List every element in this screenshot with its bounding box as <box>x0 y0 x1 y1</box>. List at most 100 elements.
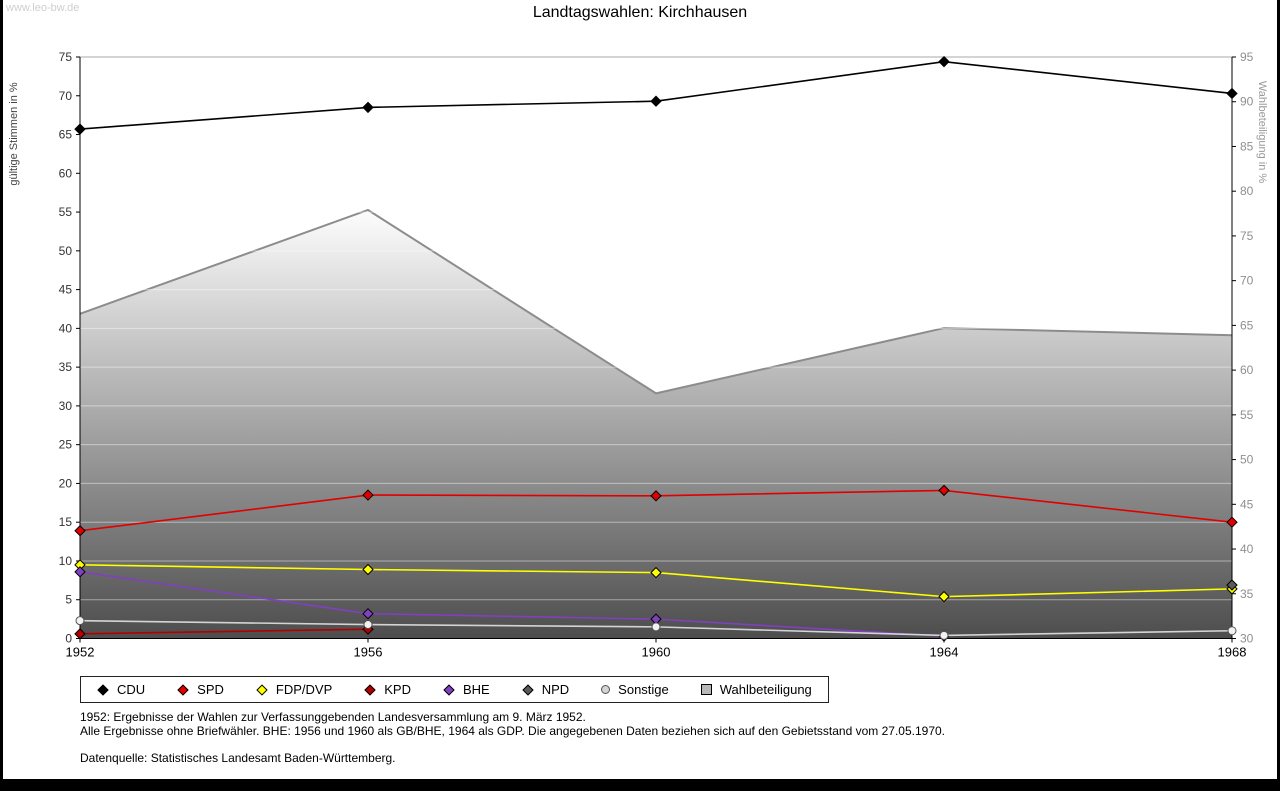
chart-area: 0 5 10 15 20 25 30 35 40 45 50 55 60 65 70 75 30 35 40 45 50… <box>59 50 1254 660</box>
watermark: www.leo-bw.de <box>6 2 80 14</box>
marker-spd <box>362 489 374 501</box>
chart-title: Landtagswahlen: Kirchhausen <box>532 4 748 21</box>
marker-cdu <box>938 55 950 68</box>
svg-text:1956: 1956 <box>354 645 383 660</box>
svg-text:65: 65 <box>1240 318 1254 332</box>
right-tick-labels: 30 35 40 45 50 55 60 65 70 75 80 85 90 95 <box>1240 50 1254 646</box>
svg-text:70: 70 <box>59 89 73 103</box>
bottom-frame <box>0 779 1280 791</box>
svg-text:80: 80 <box>1240 184 1254 198</box>
marker-sonstige <box>75 616 85 626</box>
note-line-1: 1952: Ergebnisse der Wahlen zur Verfassu… <box>80 710 586 724</box>
legend-label: Wahlbeteiligung <box>719 682 812 697</box>
marker-bhe <box>74 566 86 578</box>
marker-spd <box>1226 516 1238 528</box>
legend-item-cdu: CDU <box>97 682 145 697</box>
svg-text:1964: 1964 <box>930 645 959 660</box>
legend-label: FDP/DVP <box>275 682 333 697</box>
svg-text:75: 75 <box>1240 229 1254 243</box>
diamond-marker-icon <box>364 683 376 696</box>
svg-text:60: 60 <box>59 166 73 180</box>
right-frame <box>1277 0 1280 791</box>
svg-text:25: 25 <box>59 438 73 452</box>
svg-text:75: 75 <box>59 50 73 64</box>
series-cdu <box>74 55 1238 135</box>
svg-text:50: 50 <box>1240 453 1254 467</box>
marker-cdu <box>362 101 374 114</box>
marker-fdp-dvp <box>938 590 950 603</box>
axes <box>76 56 1236 643</box>
series-npd <box>1226 579 1238 591</box>
svg-text:1968: 1968 <box>1218 645 1247 660</box>
svg-text:1952: 1952 <box>66 645 95 660</box>
marker-sonstige <box>651 622 661 632</box>
svg-text:90: 90 <box>1240 95 1254 109</box>
left-tick-labels: 0 5 10 15 20 25 30 35 40 45 50 55 60 65 70 75 <box>59 50 73 646</box>
wahlbeteiligung-line <box>79 208 1233 395</box>
svg-text:55: 55 <box>1240 408 1254 422</box>
svg-text:30: 30 <box>59 399 73 413</box>
series-kpd <box>74 623 374 640</box>
marker-cdu <box>650 95 662 107</box>
marker-bhe <box>362 607 374 620</box>
gridlines <box>80 95 1232 601</box>
square-marker-icon <box>700 684 712 695</box>
marker-cdu <box>1226 87 1238 100</box>
circle-marker-icon <box>601 685 611 694</box>
svg-text:30: 30 <box>1240 632 1254 646</box>
svg-text:15: 15 <box>59 515 73 529</box>
legend-label: SPD <box>197 682 224 697</box>
svg-text:40: 40 <box>59 321 73 335</box>
marker-fdp-dvp <box>362 563 374 576</box>
diamond-marker-icon <box>522 683 534 696</box>
diamond-marker-icon <box>443 683 455 696</box>
marker-spd <box>74 525 86 537</box>
legend-item-spd: SPD <box>177 682 224 697</box>
data-source: Datenquelle: Statistisches Landesamt Bad… <box>80 751 396 765</box>
svg-text:1960: 1960 <box>642 645 671 660</box>
svg-text:45: 45 <box>1240 497 1254 511</box>
legend-label: BHE <box>462 682 490 697</box>
marker-spd <box>650 490 662 502</box>
svg-text:40: 40 <box>1240 542 1254 556</box>
footnotes: 1952: Ergebnisse der Wahlen zur Verfassu… <box>80 710 945 765</box>
diamond-marker-icon <box>177 683 189 696</box>
svg-text:10: 10 <box>59 554 73 568</box>
x-tick-labels: 1952 1956 1960 1964 1968 <box>66 645 1247 660</box>
svg-text:85: 85 <box>1240 139 1254 153</box>
svg-text:45: 45 <box>59 283 73 297</box>
svg-text:35: 35 <box>59 360 73 374</box>
legend-item-wahlbeteiligung: Wahlbeteiligung <box>700 682 812 697</box>
legend-label: Sonstige <box>618 682 669 697</box>
right-axis-title: Wahlbeteiligung in % <box>1256 80 1268 184</box>
svg-text:70: 70 <box>1240 274 1254 288</box>
note-line-2: Alle Ergebnisse ohne Briefwähler. BHE: 1… <box>80 724 946 738</box>
legend-item-fdp-dvp: FDP/DVP <box>256 682 332 697</box>
svg-text:5: 5 <box>65 593 72 607</box>
chart-legend: CDU SPD FDP/DVP KPD BHE NPD Sonstige Wahlbeteil… <box>80 676 829 703</box>
left-frame <box>0 0 3 791</box>
left-axis-title: gültige Stimmen in % <box>8 82 20 186</box>
svg-text:50: 50 <box>59 244 73 258</box>
legend-label: KPD <box>384 682 411 697</box>
legend-item-kpd: KPD <box>364 682 411 697</box>
svg-text:55: 55 <box>59 205 73 219</box>
legend-item-sonstige: Sonstige <box>601 682 669 697</box>
series-sonstige <box>75 616 1237 640</box>
svg-text:95: 95 <box>1240 50 1254 64</box>
diamond-marker-icon <box>97 683 109 696</box>
svg-text:65: 65 <box>59 128 73 142</box>
legend-label: NPD <box>541 682 570 697</box>
svg-text:0: 0 <box>65 632 72 646</box>
legend-item-npd: NPD <box>522 682 569 697</box>
diamond-marker-icon <box>256 683 268 696</box>
wahlbeteiligung-area <box>80 209 1232 639</box>
marker-fdp-dvp <box>650 566 662 579</box>
legend-label: CDU <box>117 682 146 697</box>
marker-sonstige <box>939 630 949 640</box>
series-spd <box>74 484 1238 537</box>
marker-npd <box>1226 579 1238 591</box>
svg-text:20: 20 <box>59 476 73 490</box>
svg-text:35: 35 <box>1240 587 1254 601</box>
